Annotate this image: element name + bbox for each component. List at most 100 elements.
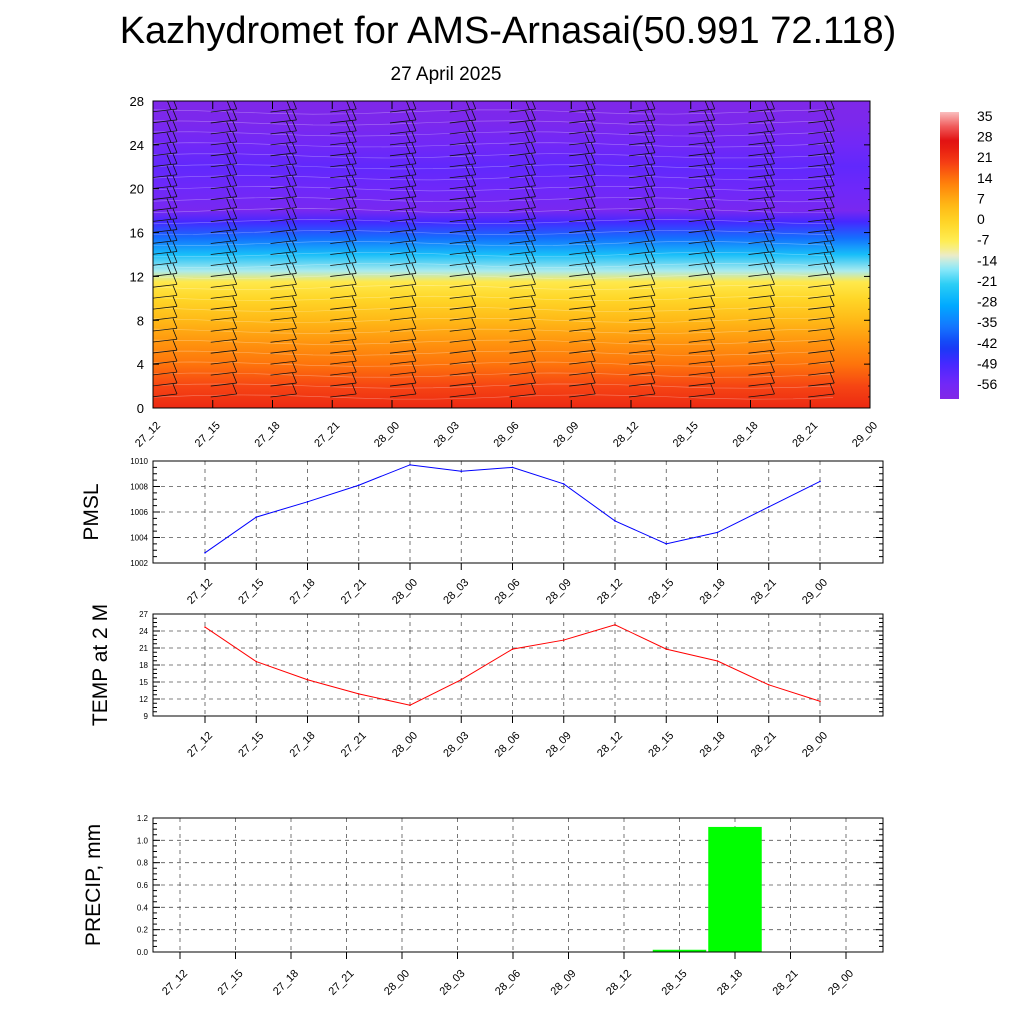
wind-barb <box>688 219 716 233</box>
wind-barb-flag <box>465 110 471 121</box>
wind-barb-flag <box>590 219 596 230</box>
wind-barb-shaft <box>748 130 775 135</box>
wind-barb-shaft <box>808 305 835 310</box>
wind-barb <box>389 296 417 310</box>
wind-barb <box>270 175 297 190</box>
wind-barb-shaft <box>270 130 297 135</box>
wind-barb <box>449 329 477 343</box>
wind-barb-flag <box>770 164 775 175</box>
wind-barb-flag <box>823 198 829 209</box>
wind-barb <box>628 252 656 266</box>
wind-barb-shaft <box>330 229 357 233</box>
wind-barb-shaft <box>270 316 297 321</box>
wind-barb-shaft <box>389 240 417 244</box>
wind-barb-shaft <box>210 196 237 201</box>
wind-barb-shaft <box>867 319 870 321</box>
wind-barb-flag <box>650 361 656 373</box>
wind-barb-flag <box>411 153 417 164</box>
wind-barb-shaft <box>330 327 357 332</box>
wind-barb <box>210 361 238 376</box>
wind-barb-shaft <box>569 152 596 157</box>
x-tick-label: 28_00 <box>390 577 420 607</box>
wind-barb-flag <box>525 242 530 253</box>
wind-barb-shaft <box>509 119 536 124</box>
precip-bars <box>652 826 762 952</box>
wind-barb-shaft <box>628 207 656 212</box>
y-tick-label: 0.0 <box>137 948 149 957</box>
wind-barb <box>569 274 596 288</box>
wind-barb-flag <box>764 143 769 154</box>
wind-barb <box>628 197 656 212</box>
wind-barb-flag <box>710 142 716 153</box>
wind-barb <box>270 383 297 398</box>
wind-barb <box>867 286 870 288</box>
wind-barb-shaft <box>389 382 417 387</box>
wind-barb-flag <box>644 242 650 253</box>
wind-barb <box>330 252 357 266</box>
wind-barb <box>569 101 596 113</box>
wind-barb-flag <box>710 361 716 373</box>
wind-barb <box>449 175 477 190</box>
wind-barb <box>389 274 417 288</box>
wind-barb <box>389 230 417 244</box>
wind-barb-flag <box>351 285 357 296</box>
series-point <box>204 626 206 628</box>
wind-barb-shaft <box>569 130 596 135</box>
wind-barb-flag <box>829 285 835 296</box>
wind-barb <box>688 361 716 376</box>
wind-barb-flag <box>471 329 477 340</box>
wind-barb-flag <box>710 241 716 252</box>
wind-barb <box>153 197 178 211</box>
wind-barb-shaft <box>449 229 476 233</box>
wind-barb <box>628 208 656 223</box>
wind-barb-flag <box>226 187 232 198</box>
wind-barb-flag <box>531 197 536 208</box>
wind-barb <box>867 122 870 124</box>
wind-barb-flag <box>770 186 775 197</box>
wind-barb <box>808 372 835 387</box>
wind-barb-flag <box>172 350 178 362</box>
x-tick-label: 28_12 <box>595 730 625 760</box>
wind-barb-flag <box>166 165 172 176</box>
wind-barb-flag <box>710 383 716 395</box>
wind-barb-flag <box>172 164 178 175</box>
wind-barb-flag <box>644 132 650 143</box>
colorbar-fill <box>940 112 959 399</box>
wind-barb-flag <box>232 241 238 252</box>
wind-barb-shaft <box>270 196 297 201</box>
wind-barb-flag <box>644 165 650 176</box>
wind-barb-shaft <box>270 294 297 299</box>
wind-barb-shaft <box>569 273 596 277</box>
wind-barb-flag <box>525 176 530 187</box>
wind-barb-flag <box>823 253 829 264</box>
wind-barb-shaft <box>210 262 237 266</box>
wind-barb <box>748 175 775 190</box>
wind-barb-flag <box>650 263 656 274</box>
wind-barb-shaft <box>210 393 237 398</box>
wind-barb-flag <box>411 109 417 121</box>
wind-barb-flag <box>226 209 232 220</box>
wind-barb-flag <box>172 219 178 230</box>
wind-barb-shaft <box>210 251 237 255</box>
wind-barb <box>153 340 178 354</box>
wind-barb-shaft <box>808 251 835 255</box>
wind-barb <box>509 175 536 190</box>
y-tick-label: 1.0 <box>137 836 149 845</box>
wind-barb <box>210 274 238 288</box>
wind-barb-flag <box>166 121 172 132</box>
wind-barb <box>748 329 775 343</box>
wind-barb-flag <box>471 164 477 175</box>
wind-barb <box>153 142 178 156</box>
wind-barb-flag <box>286 132 291 143</box>
wind-barb-shaft <box>389 273 417 277</box>
wind-barb <box>449 350 477 365</box>
wind-barb <box>688 230 716 244</box>
heatmap-y-tick-label: 24 <box>130 138 144 153</box>
wind-barb-flag <box>292 197 297 208</box>
wind-barb-shaft <box>569 262 596 266</box>
wind-barb <box>270 164 297 179</box>
wind-barb <box>270 186 297 201</box>
wind-barb <box>449 241 477 255</box>
wind-barb-shaft <box>270 338 297 343</box>
wind-barb <box>330 109 357 124</box>
